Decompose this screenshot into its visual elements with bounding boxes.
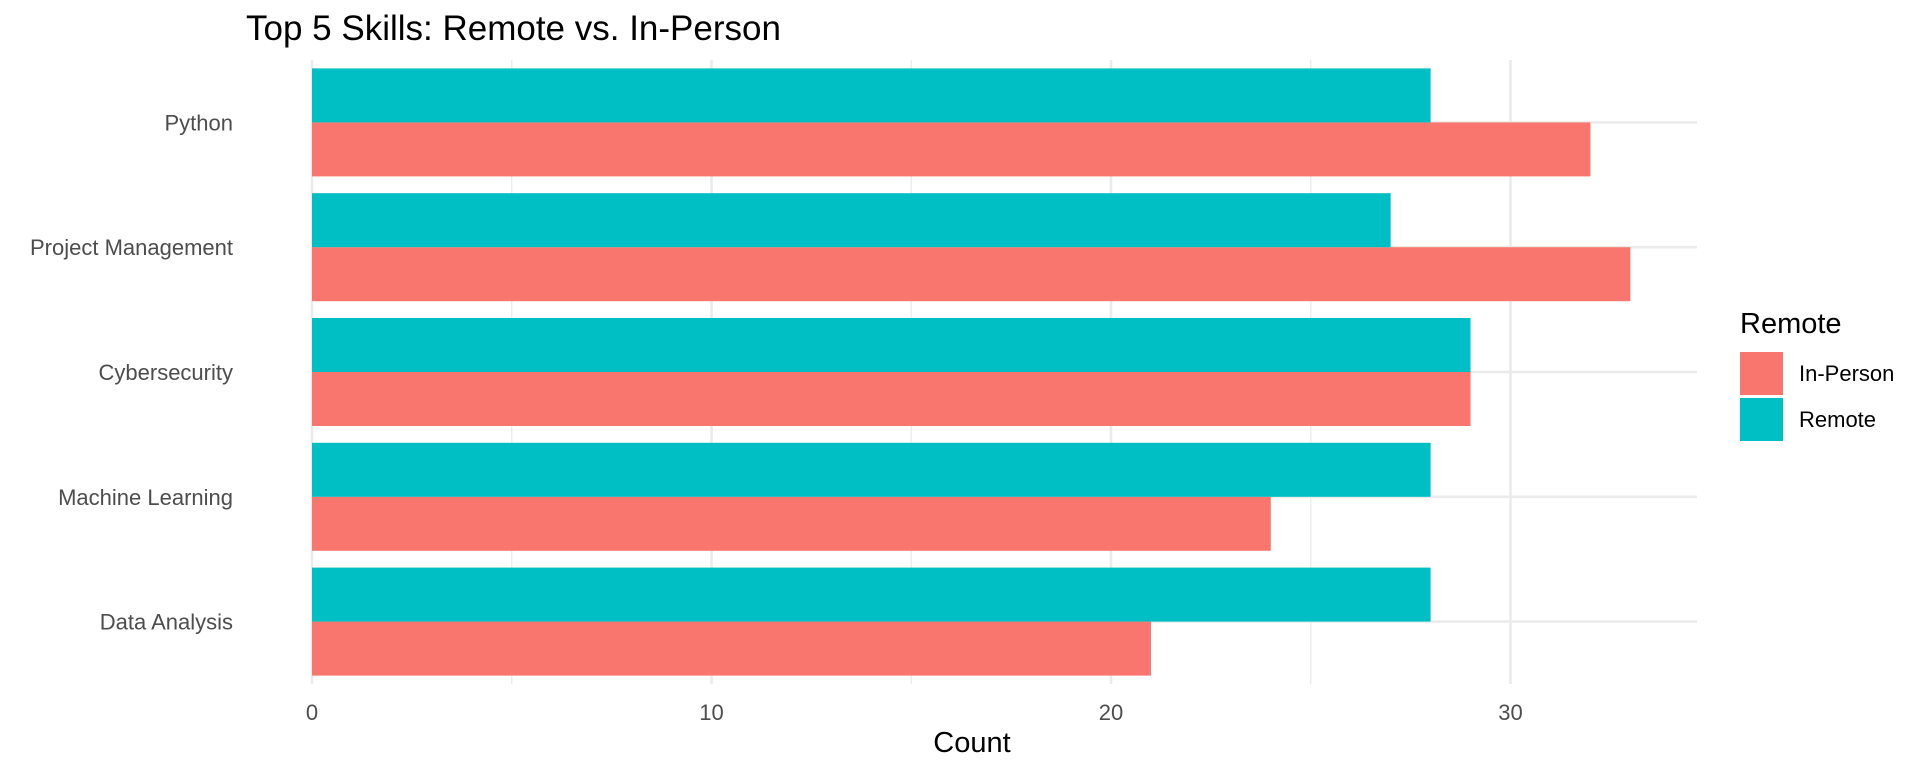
- bar-in-person-machine-learning: [312, 496, 1271, 551]
- y-tick-label: Machine Learning: [58, 485, 233, 510]
- y-tick-label: Python: [165, 110, 234, 135]
- bar-remote-data-analysis: [312, 567, 1431, 622]
- x-tick-label: 30: [1498, 700, 1522, 725]
- legend: Remote In-Person Remote: [1740, 308, 1894, 441]
- y-tick-label: Data Analysis: [100, 610, 233, 635]
- legend-label: In-Person: [1799, 361, 1894, 386]
- y-tick-label: Project Management: [30, 235, 233, 260]
- bar-remote-project-management: [312, 193, 1391, 248]
- bar-in-person-project-management: [312, 247, 1631, 302]
- bar-in-person-python: [312, 122, 1591, 177]
- bars: [312, 68, 1631, 676]
- legend-label: Remote: [1799, 407, 1876, 432]
- y-axis-ticks: Data Analysis Machine Learning Cybersecuri…: [30, 110, 233, 634]
- bar-in-person-data-analysis: [312, 621, 1151, 676]
- bar-remote-machine-learning: [312, 442, 1431, 497]
- x-tick-label: 20: [1099, 700, 1123, 725]
- x-axis-label: Count: [933, 727, 1010, 759]
- legend-swatch: [1740, 398, 1783, 441]
- bar-in-person-cybersecurity: [312, 372, 1471, 426]
- legend-title: Remote: [1740, 308, 1842, 340]
- x-tick-label: 10: [699, 700, 723, 725]
- bar-remote-cybersecurity: [312, 318, 1471, 372]
- chart-title: Top 5 Skills: Remote vs. In-Person: [246, 9, 781, 48]
- y-tick-label: Cybersecurity: [99, 360, 233, 385]
- legend-swatch: [1740, 352, 1783, 395]
- x-axis-ticks: 0 10 20 30: [306, 700, 1523, 725]
- x-tick-label: 0: [306, 700, 318, 725]
- bar-remote-python: [312, 68, 1431, 123]
